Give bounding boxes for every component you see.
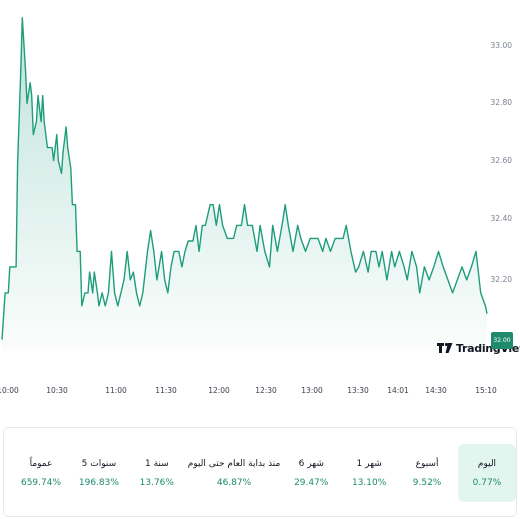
performance-period-tab[interactable]: اليوم 0.77% [457, 444, 516, 502]
y-axis-tick-label: 33.00 [491, 41, 513, 50]
y-axis-tick-label: 32.80 [491, 98, 513, 107]
period-change-value: 9.52% [412, 477, 442, 488]
x-axis-tick-label: 12:30 [255, 386, 277, 395]
period-change-value: 196.83% [78, 477, 119, 488]
x-axis-tick-label: 10:30 [46, 386, 68, 395]
performance-period-tab[interactable]: عموماً 659.74% [14, 444, 68, 502]
period-label: منذ بداية العام حتى اليوم [187, 458, 281, 469]
price-chart[interactable]: 33.00 32.80 32.60 32.40 32.20 32.00 10:00 10:3… [0, 0, 520, 400]
period-change-value: 29.47% [294, 477, 329, 488]
period-change-value: 46.87% [216, 477, 252, 488]
x-axis-tick-label: 14:01 [387, 386, 409, 395]
period-label: 1 سنة [144, 458, 169, 469]
price-area-fill [2, 17, 487, 351]
performance-period-tab[interactable]: أسبوع 9.52% [400, 444, 454, 502]
performance-period-tab[interactable]: 1 سنة 13.76% [130, 444, 184, 502]
y-axis-tick-label: 32.60 [491, 156, 513, 165]
last-price-badge: 32.00 [491, 332, 513, 349]
tradingview-logo-icon [437, 342, 453, 353]
x-axis-tick-label: 15:10 [475, 386, 497, 395]
y-axis-tick-label: 32.40 [491, 214, 513, 223]
period-label: 6 شهر [298, 458, 324, 469]
performance-period-tab[interactable]: 6 شهر 29.47% [284, 444, 338, 502]
period-label: اليوم [477, 458, 497, 469]
period-label: أسبوع [415, 458, 439, 469]
period-label: 5 سنوات [81, 458, 117, 469]
x-axis-tick-label: 10:00 [0, 386, 19, 395]
x-axis-tick-label: 11:30 [155, 386, 177, 395]
x-axis-tick-label: 13:00 [301, 386, 323, 395]
x-axis-tick-label: 13:30 [347, 386, 369, 395]
performance-periods: اليوم 0.77% أسبوع 9.52% 1 شهر 13.10% 6 شهر 29.4… [4, 428, 518, 518]
period-change-value: 0.77% [472, 477, 502, 488]
x-axis-tick-label: 14:30 [425, 386, 447, 395]
y-axis-tick-label: 32.20 [491, 275, 513, 284]
period-change-value: 13.10% [351, 477, 387, 488]
performance-period-tab[interactable]: 5 سنوات 196.83% [72, 444, 126, 502]
performance-panel: اليوم 0.77% أسبوع 9.52% 1 شهر 13.10% 6 شهر 29.4… [3, 427, 517, 517]
x-axis-tick-label: 11:00 [105, 386, 127, 395]
period-label: 1 شهر [356, 458, 382, 469]
x-axis-tick-label: 12:00 [208, 386, 230, 395]
chart-canvas[interactable]: 33.00 32.80 32.60 32.40 32.20 32.00 10:00 10:3… [0, 0, 520, 400]
performance-period-tab[interactable]: 1 شهر 13.10% [342, 444, 396, 502]
period-change-value: 13.76% [139, 477, 174, 488]
period-change-value: 659.74% [20, 477, 62, 488]
performance-period-tab[interactable]: منذ بداية العام حتى اليوم 46.87% [188, 444, 281, 502]
period-label: عموماً [29, 458, 53, 469]
